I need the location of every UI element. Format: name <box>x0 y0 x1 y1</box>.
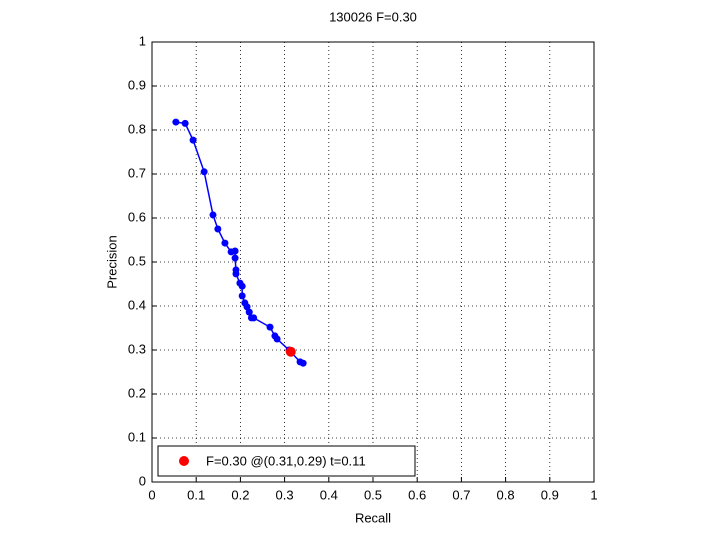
y-tick-label: 0.3 <box>128 341 146 356</box>
data-point <box>299 359 307 367</box>
x-tick-label: 0.8 <box>497 487 515 502</box>
data-point <box>209 211 217 219</box>
y-tick-label: 0.4 <box>128 297 146 312</box>
y-tick-label: 0.7 <box>128 165 146 180</box>
y-tick-label: 0 <box>139 473 146 488</box>
x-tick-label: 1 <box>590 487 597 502</box>
chart-title: 130026 F=0.30 <box>329 9 417 24</box>
y-tick-label: 0.1 <box>128 429 146 444</box>
data-point <box>273 335 281 343</box>
data-point <box>200 168 208 176</box>
legend-marker <box>179 456 189 466</box>
x-axis-label: Recall <box>355 510 391 525</box>
x-tick-label: 0.7 <box>452 487 470 502</box>
x-tick-label: 0.9 <box>541 487 559 502</box>
data-point <box>214 225 222 233</box>
plot-frame <box>151 41 595 483</box>
y-tick-label: 0.8 <box>128 121 146 136</box>
data-point <box>231 254 239 262</box>
data-point <box>245 308 253 316</box>
legend-box <box>157 445 416 477</box>
x-tick-label: 0.6 <box>408 487 426 502</box>
x-tick-label: 0.3 <box>276 487 294 502</box>
x-tick-label: 0.4 <box>320 487 338 502</box>
x-tick-label: 0.5 <box>364 487 382 502</box>
data-point <box>250 314 258 322</box>
y-tick-label: 0.9 <box>128 77 146 92</box>
data-point <box>232 270 240 278</box>
data-point <box>238 292 246 300</box>
data-point <box>231 247 239 255</box>
data-point <box>172 118 180 126</box>
legend-label: F=0.30 @(0.31,0.29) t=0.11 <box>206 453 366 468</box>
data-point <box>238 282 246 290</box>
y-tick-label: 0.6 <box>128 209 146 224</box>
y-axis-label: Precision <box>104 235 119 288</box>
x-tick-label: 0 <box>148 487 155 502</box>
data-point <box>285 346 296 357</box>
x-tick-label: 0.1 <box>187 487 205 502</box>
data-point <box>266 323 274 331</box>
data-point <box>181 119 189 127</box>
y-tick-label: 1 <box>139 33 146 48</box>
data-point <box>243 303 251 311</box>
y-tick-label: 0.5 <box>128 253 146 268</box>
data-point <box>189 136 197 144</box>
y-tick-label: 0.2 <box>128 385 146 400</box>
x-tick-label: 0.2 <box>231 487 249 502</box>
data-point <box>221 239 229 247</box>
